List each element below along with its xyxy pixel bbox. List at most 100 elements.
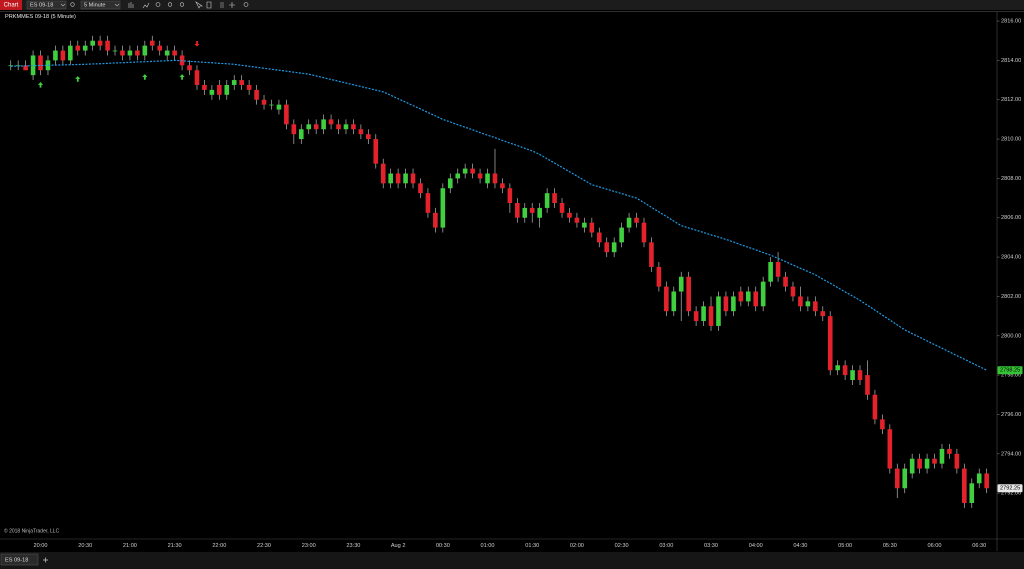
candle-body [246, 84, 252, 90]
candle-body [239, 80, 244, 85]
candle-body [380, 163, 386, 184]
candle-body [984, 473, 989, 489]
drawing-icon[interactable] [142, 2, 150, 9]
plot-area: 2792.00 2794.00 2796.00 2798.00 2800.00 2802.… [8, 19, 1023, 549]
x-tick-label: 06:00 [928, 543, 942, 549]
candle-body [798, 296, 803, 307]
y-tick-label: 2798.00 [1001, 373, 1021, 379]
search-icon[interactable] [70, 2, 75, 7]
candle-body [45, 60, 51, 71]
x-tick-label: 05:00 [838, 543, 852, 549]
x-tick-label: 06:30 [972, 543, 986, 549]
candle-body [738, 291, 744, 302]
candle-body [492, 173, 498, 184]
candle-body [753, 291, 759, 307]
x-tick-label: 02:00 [570, 543, 584, 549]
x-tick-label: 20:30 [78, 543, 92, 549]
candle-body [418, 183, 423, 194]
x-tick-label: 05:30 [883, 543, 897, 549]
y-tick-label: 2800.00 [1001, 333, 1021, 339]
candle-body [634, 217, 639, 223]
candle-body [745, 291, 751, 302]
candle-body [775, 262, 781, 277]
candle-body [678, 276, 684, 292]
x-tick-label: 23:00 [302, 543, 316, 549]
add-tab-button[interactable] [43, 557, 48, 563]
template-icon[interactable] [206, 1, 212, 9]
x-tick-label: 22:30 [257, 543, 271, 549]
candle-body [97, 40, 103, 46]
candle-body [507, 188, 513, 204]
signal-arrow-up [142, 74, 148, 80]
candle-body [194, 70, 200, 85]
candle-body [477, 173, 483, 179]
candle-body [768, 262, 773, 282]
candle-body [939, 448, 945, 464]
candle-body [433, 212, 438, 228]
x-tick-label: 23:30 [346, 543, 360, 549]
x-tick-label: 01:30 [525, 543, 539, 549]
y-tick-label: 2794.00 [1001, 451, 1021, 457]
chart-tab[interactable] [0, 553, 39, 566]
candle-body [149, 40, 155, 46]
candle-body [857, 370, 863, 381]
candle-body [202, 84, 207, 90]
candle-body [582, 222, 587, 228]
candle-body [604, 242, 610, 253]
zoom-out-icon[interactable] [179, 2, 185, 7]
signal-arrow-down [194, 41, 200, 47]
zoom-in-icon[interactable] [167, 2, 173, 7]
candle-body [313, 124, 319, 130]
candle-body [515, 203, 520, 218]
x-tick-label: 22:00 [212, 543, 226, 549]
candle-body [589, 222, 595, 233]
candle-body [850, 370, 855, 381]
candle-body [887, 429, 893, 469]
candle-body [485, 173, 490, 184]
ma-price-tag [997, 366, 1023, 375]
y-tick-label: 2810.00 [1001, 137, 1021, 143]
cursor-icon[interactable] [195, 1, 203, 9]
y-tick-label: 2796.00 [1001, 412, 1021, 418]
instrument-selector[interactable] [26, 0, 67, 10]
candle-body [291, 124, 297, 135]
x-tick-label: 03:00 [659, 543, 673, 549]
candle-body [298, 129, 304, 140]
candle-body [701, 306, 706, 322]
candle-body [559, 203, 565, 213]
candle-body [567, 212, 572, 218]
ma-price-tag-label: 2798.25 [1000, 368, 1020, 374]
candle-body [75, 45, 81, 51]
bars-icon[interactable] [128, 2, 134, 8]
crosshair-icon[interactable] [229, 2, 235, 8]
chart-button-label: Chart [4, 3, 19, 9]
refresh-icon[interactable] [243, 2, 249, 7]
candle-body [865, 375, 870, 395]
candle-body [626, 217, 632, 228]
candle-body [470, 168, 475, 174]
toolbar-separator [0, 11, 1024, 12]
x-tick-label: 21:00 [123, 543, 137, 549]
list-icon[interactable] [220, 2, 224, 8]
candle-body [440, 188, 446, 228]
candle-body [820, 311, 826, 317]
signal-arrow-up [75, 76, 81, 82]
candle-body [708, 306, 714, 326]
candle-body [351, 124, 356, 130]
x-tick-label: 01:00 [481, 543, 495, 549]
chart-button[interactable] [0, 0, 22, 10]
x-tick-label: 03:30 [704, 543, 718, 549]
candle-body [462, 168, 468, 174]
candle-body [842, 365, 848, 376]
candle-body [60, 50, 66, 61]
candle-body [894, 468, 900, 489]
interval-selector[interactable] [80, 0, 121, 10]
candle-body [135, 50, 140, 56]
candle-body [306, 124, 312, 130]
moving-average [10, 59, 987, 371]
properties-icon[interactable] [155, 2, 161, 7]
x-tick-label: 04:30 [793, 543, 807, 549]
